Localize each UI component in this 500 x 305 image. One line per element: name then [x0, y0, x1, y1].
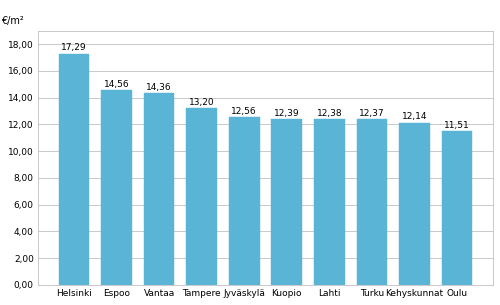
Bar: [58, 54, 90, 285]
Text: 12,38: 12,38: [316, 109, 342, 118]
Text: 12,14: 12,14: [402, 112, 427, 121]
Bar: [314, 119, 344, 285]
Text: 14,56: 14,56: [104, 80, 130, 89]
Bar: [186, 108, 217, 285]
Text: 17,29: 17,29: [61, 43, 87, 52]
Bar: [272, 119, 302, 285]
Text: 12,39: 12,39: [274, 109, 299, 118]
Bar: [101, 90, 132, 285]
Text: 12,37: 12,37: [359, 109, 384, 118]
Bar: [442, 131, 472, 285]
Text: 14,36: 14,36: [146, 83, 172, 92]
Bar: [356, 120, 387, 285]
Bar: [229, 117, 260, 285]
Text: 11,51: 11,51: [444, 120, 470, 130]
Bar: [144, 93, 174, 285]
Text: 13,20: 13,20: [189, 98, 214, 107]
Text: 12,56: 12,56: [232, 106, 257, 116]
Bar: [399, 123, 430, 285]
Text: €/m²: €/m²: [2, 16, 24, 26]
